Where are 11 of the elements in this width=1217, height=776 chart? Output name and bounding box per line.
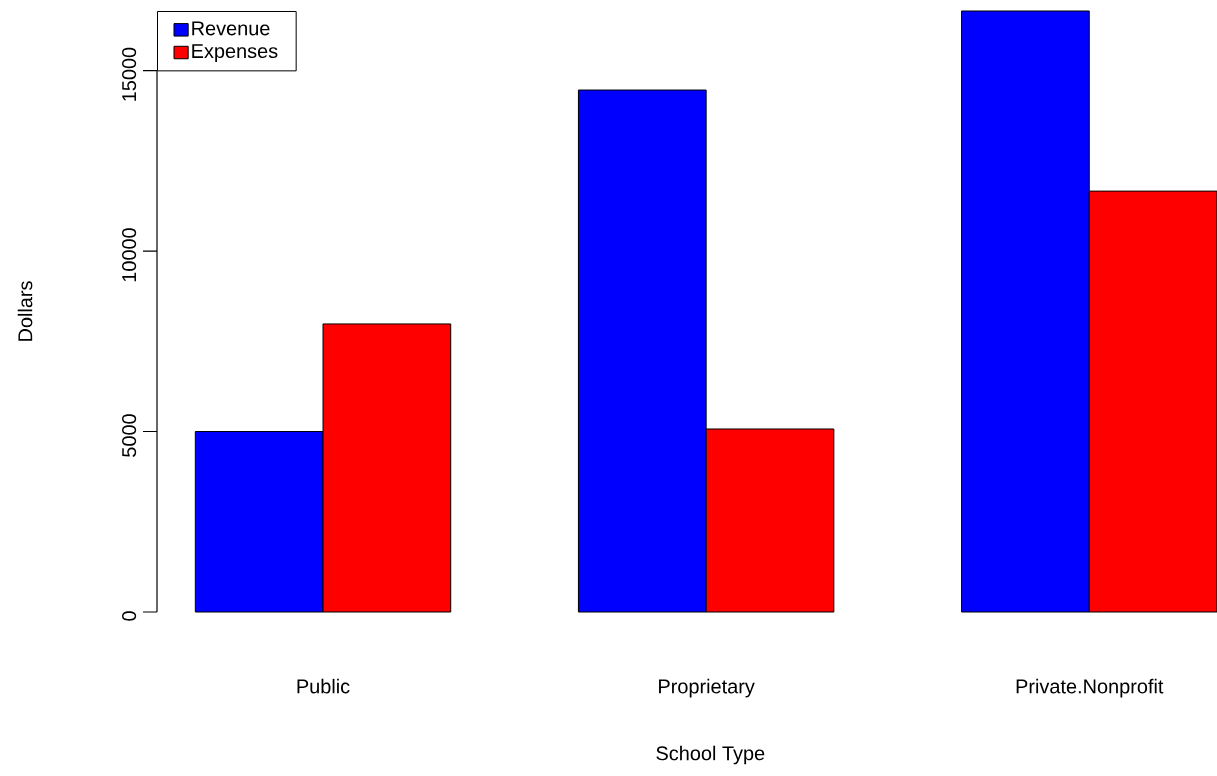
y-tick-label: 15000 (122, 47, 137, 101)
x-axis-title: School Type (656, 745, 765, 765)
y-tick-label: 10000 (122, 228, 137, 282)
y-axis-title: Dollars (17, 281, 33, 341)
y-tick-label: 5000 (122, 414, 137, 457)
x-tick-label: Proprietary (659, 678, 755, 698)
x-tick-label: Public (297, 678, 350, 694)
x-tick-label: Private.Nonprofit (1016, 678, 1164, 698)
legend-label: Revenue (192, 21, 270, 36)
legend-label: Expenses (192, 44, 278, 63)
y-tick-label: 0 (122, 611, 137, 621)
